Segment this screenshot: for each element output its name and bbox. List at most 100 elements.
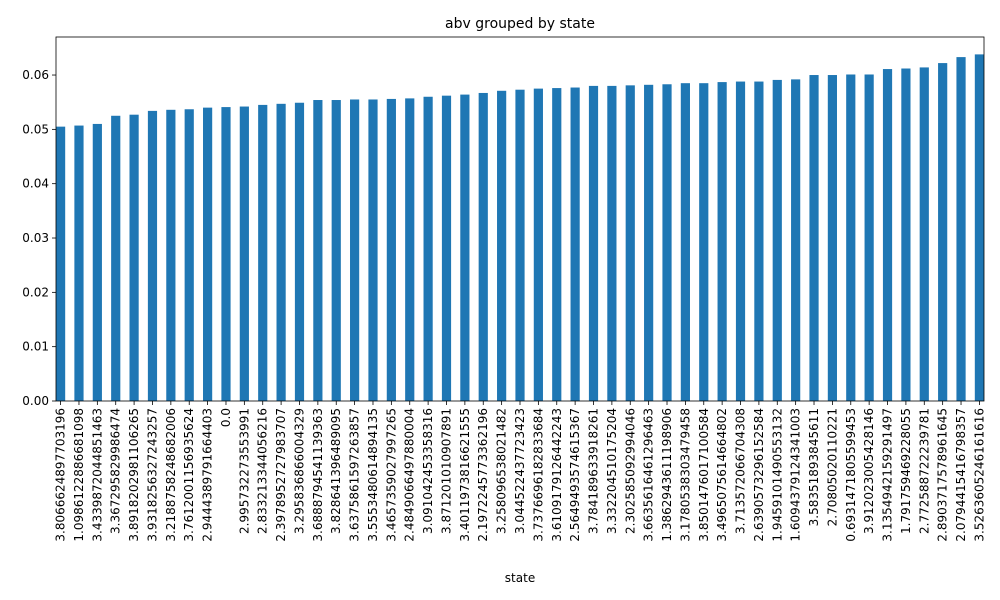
bar: [423, 96, 433, 401]
x-tick-label: 2.772588722239781: [917, 408, 931, 534]
chart-title: abv grouped by state: [445, 16, 595, 32]
bar: [956, 57, 966, 401]
bar: [827, 75, 837, 401]
x-tick-label: 3.4011973816621555: [458, 408, 472, 542]
x-tick-label: 3.091042453358316: [421, 408, 435, 534]
bar: [129, 114, 139, 401]
x-tick-label: 1.0986122886681098: [72, 408, 86, 542]
x-tick-label: 3.8501476017100584: [697, 408, 711, 542]
bar: [147, 110, 158, 401]
y-tick-label: 0.05: [22, 122, 49, 136]
x-tick-label: 3.8918202981106265: [127, 408, 141, 542]
bar: [846, 74, 856, 402]
bar: [882, 69, 893, 402]
x-tick-label: 3.367295829986474: [109, 408, 123, 534]
y-tick-label: 0.04: [22, 177, 49, 191]
x-tick-label: 2.6390573296152584: [752, 408, 766, 542]
bar: [350, 99, 360, 401]
x-tick-label: 3.5263605246161616: [972, 408, 986, 542]
x-tick-label: 3.4339872044851463: [90, 408, 104, 542]
x-tick-label: 2.833213344056216: [256, 408, 270, 534]
bar: [570, 87, 580, 401]
x-tick-label: 2.1972245773362196: [476, 408, 490, 542]
x-tick-label: 2.0794415416798357: [954, 408, 968, 542]
bar: [772, 79, 782, 402]
bar: [625, 85, 635, 401]
bar: [974, 54, 984, 401]
bar: [699, 83, 709, 402]
bar: [938, 63, 948, 401]
bar: [74, 125, 84, 401]
x-tick-label: 3.9318256327243257: [145, 408, 159, 542]
bar: [111, 115, 121, 401]
bar: [497, 90, 507, 401]
x-tick-label: 2.5649493574615367: [568, 408, 582, 542]
x-tick-label: 0.0: [219, 408, 233, 427]
bar: [735, 81, 746, 402]
x-tick-label: 3.1780538303479458: [678, 408, 692, 542]
x-tick-label: 3.5553480614894135: [366, 408, 380, 542]
x-tick-label: 1.3862943611198906: [660, 408, 674, 542]
bar: [588, 85, 599, 402]
x-tick-label: 1.6094379124341003: [789, 408, 803, 542]
x-tick-label: 1.9459101490553132: [770, 408, 784, 542]
bar: [901, 68, 911, 401]
x-tick-label: 3.713572066704308: [734, 408, 748, 534]
x-axis-label: state: [505, 571, 535, 585]
bar: [221, 107, 231, 401]
bar: [92, 123, 102, 402]
x-tick-label: 3.1354942159291497: [881, 408, 895, 542]
x-tick-label: 2.70805020110221: [825, 408, 839, 526]
bar: [717, 82, 727, 401]
y-tick-label: 0.06: [22, 68, 49, 82]
x-tick-label: 3.58351893845611: [807, 408, 821, 526]
x-tick-label: 3.7376696182833684: [531, 408, 545, 542]
bar: [864, 74, 874, 402]
x-tick-label: 2.3978952727983707: [274, 408, 288, 542]
bar: [441, 95, 452, 402]
y-tick-label: 0.03: [22, 231, 49, 245]
x-tick-label: 3.6888794541139363: [311, 408, 325, 542]
bar: [478, 92, 488, 402]
x-tick-label: 2.995732273553991: [237, 408, 251, 534]
bar: [313, 100, 323, 402]
x-tick-label: 2.9444389791664403: [201, 408, 215, 542]
x-tick-label: 3.295836866004329: [292, 408, 306, 534]
x-tick-label: 3.2188758248682006: [164, 408, 178, 542]
x-tick-label: 3.6635616461296463: [642, 408, 656, 542]
bar: [405, 98, 415, 401]
bar: [515, 89, 525, 401]
bar: [166, 109, 176, 402]
bar: [809, 75, 819, 401]
x-tick-label: 2.4849066497880004: [403, 408, 417, 542]
x-tick-label: 3.4965075614664802: [715, 408, 729, 542]
bar: [276, 103, 286, 401]
bar: [552, 88, 562, 401]
bar: [533, 88, 543, 402]
bar: [184, 109, 194, 401]
plot-area: 0.00 0.01 0.02 0.03 0.04 0.05 0.06 3.8066624897…: [22, 36, 986, 542]
x-tick-label: 3.4657359027997265: [384, 408, 398, 542]
bar: [294, 102, 305, 402]
x-tick-label: 2.8903717578961645: [936, 408, 950, 542]
bar: [607, 85, 617, 402]
bar: [239, 106, 249, 401]
y-tick-label: 0.01: [22, 340, 49, 354]
bar: [368, 99, 378, 401]
bar: [791, 79, 801, 401]
bar: [680, 83, 690, 402]
y-tick-label: 0.02: [22, 285, 49, 299]
x-tick-label: 3.871201010907891: [439, 408, 453, 534]
x-tick-label: 3.784189633918261: [587, 408, 601, 534]
bar: [203, 107, 213, 401]
y-tick-label: 0.00: [22, 394, 49, 408]
x-tick-label: 3.6375861597263857: [348, 408, 362, 542]
bar: [56, 126, 66, 401]
x-tick-label: 2.302585092994046: [623, 408, 637, 534]
x-tick-label: 0.6931471805599453: [844, 408, 858, 542]
bar: [662, 84, 672, 402]
x-tick-label: 3.332204510175204: [605, 408, 619, 534]
bar: [331, 100, 341, 402]
x-tick-label: 3.6109179126442243: [550, 408, 564, 542]
